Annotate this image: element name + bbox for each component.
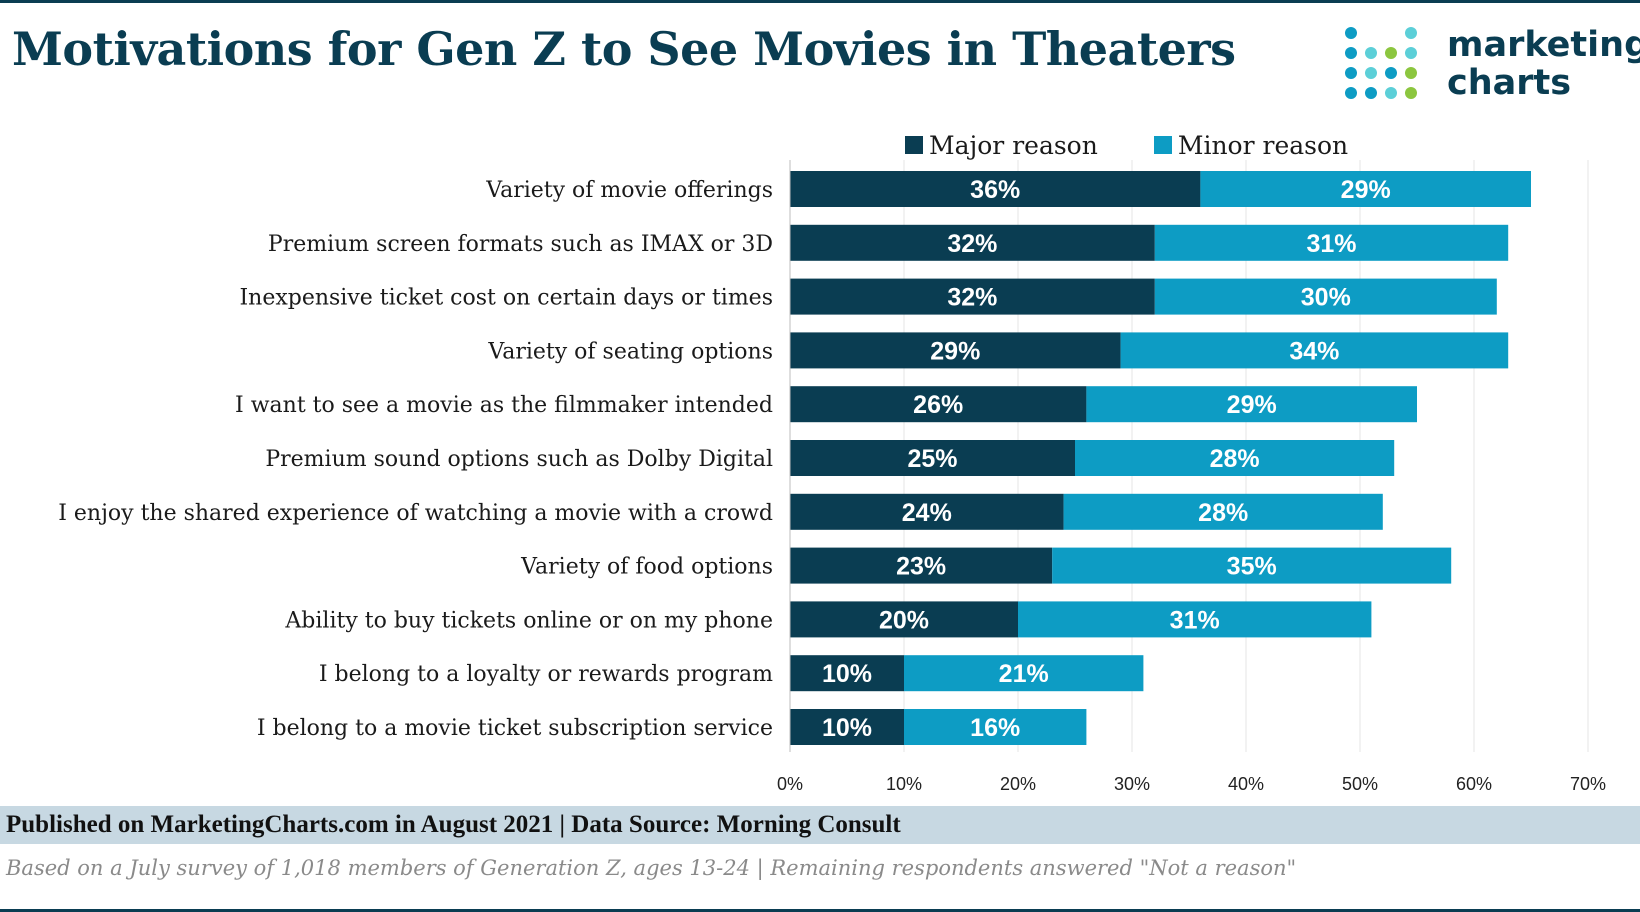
- data-label: 10%: [822, 714, 872, 742]
- data-label: 28%: [1198, 499, 1248, 527]
- bar-major: [790, 386, 1087, 423]
- bar-minor: [1052, 547, 1452, 584]
- data-label: 31%: [1306, 230, 1356, 258]
- data-label: 30%: [1301, 284, 1351, 312]
- bar-major: [790, 278, 1155, 315]
- bar-major: [790, 493, 1064, 530]
- category-label: Ability to buy tickets online or on my p…: [284, 608, 773, 633]
- x-tick-label: 70%: [1570, 774, 1606, 794]
- data-label: 32%: [947, 230, 997, 258]
- category-label: I want to see a movie as the filmmaker i…: [235, 393, 773, 418]
- chart-legend: Major reason Minor reason: [905, 127, 1404, 163]
- footer-note: Based on a July survey of 1,018 members …: [6, 856, 1297, 880]
- logo-line-1: marketing: [1447, 25, 1640, 65]
- category-label: I belong to a loyalty or rewards program: [319, 662, 773, 687]
- x-tick-label: 20%: [1000, 774, 1036, 794]
- bar-major: [790, 547, 1053, 584]
- legend-item-minor: Minor reason: [1153, 130, 1349, 160]
- data-label: 24%: [902, 499, 952, 527]
- logo-line-2: charts: [1447, 63, 1572, 103]
- data-label: 20%: [879, 606, 929, 634]
- bottom-rule: [0, 909, 1640, 912]
- data-label: 35%: [1227, 553, 1277, 581]
- bar-major: [790, 171, 1201, 207]
- stacked-bar-chart: 0% 10% 20% 30% 40% 50% 60% 70%Variety of movie …: [58, 160, 1606, 794]
- legend-label-major: Major reason: [929, 130, 1098, 160]
- bar-minor: [1154, 224, 1509, 261]
- legend-item-major: Major reason: [905, 131, 1098, 160]
- category-label: I enjoy the shared experience of watchin…: [58, 501, 773, 526]
- bar-minor: [1200, 171, 1531, 207]
- bar-minor: [1120, 332, 1509, 369]
- data-label: 10%: [822, 660, 872, 688]
- x-tick-label: 40%: [1228, 774, 1264, 794]
- category-label: Premium sound options such as Dolby Digi…: [265, 447, 773, 472]
- data-label: 32%: [947, 284, 997, 312]
- data-label: 16%: [970, 714, 1020, 742]
- bar-major: [790, 655, 904, 692]
- category-label: Inexpensive ticket cost on certain days …: [239, 286, 773, 311]
- bar-minor: [904, 709, 1087, 745]
- data-label: 21%: [999, 660, 1049, 688]
- bar-minor: [1154, 278, 1497, 315]
- data-label: 29%: [1227, 391, 1277, 419]
- data-label: 31%: [1170, 606, 1220, 634]
- category-label: Variety of seating options: [487, 339, 773, 364]
- bar-major: [790, 332, 1121, 369]
- data-label: 36%: [970, 176, 1020, 204]
- legend-swatch-minor: [1153, 136, 1172, 154]
- x-tick-label: 10%: [886, 774, 922, 794]
- bar-minor: [1075, 440, 1395, 476]
- logo-wordmark: marketing charts: [1447, 26, 1640, 102]
- bar-minor: [1086, 386, 1417, 423]
- bar-major: [790, 709, 904, 745]
- bar-minor: [1018, 601, 1372, 638]
- data-label: 25%: [907, 445, 957, 473]
- category-label: I belong to a movie ticket subscription …: [257, 716, 773, 741]
- category-label: Premium screen formats such as IMAX or 3…: [268, 232, 773, 257]
- footer-band: [0, 806, 1640, 844]
- category-label: Variety of food options: [520, 555, 773, 580]
- data-label: 29%: [1341, 176, 1391, 204]
- data-label: 26%: [913, 391, 963, 419]
- bar-minor: [1063, 493, 1383, 530]
- legend-swatch-major: [905, 136, 923, 154]
- data-label: 23%: [896, 553, 946, 581]
- top-rule: [0, 0, 1640, 3]
- legend-label-minor: Minor reason: [1177, 130, 1349, 160]
- category-label: Variety of movie offerings: [485, 178, 773, 203]
- marketingcharts-logo: marketing charts: [1335, 24, 1640, 104]
- data-label: 28%: [1210, 445, 1260, 473]
- footer-source: Published on MarketingCharts.com in Augu…: [6, 811, 901, 838]
- data-label: 29%: [930, 337, 980, 365]
- x-tick-label: 60%: [1456, 774, 1492, 794]
- bar-major: [790, 440, 1075, 476]
- bar-major: [790, 224, 1155, 261]
- x-tick-label: 30%: [1114, 774, 1150, 794]
- chart-title: Motivations for Gen Z to See Movies in T…: [12, 22, 1236, 76]
- data-label: 34%: [1289, 337, 1339, 365]
- x-tick-label: 0%: [777, 774, 803, 794]
- bar-minor: [904, 655, 1144, 692]
- dot-grid-logo-icon: [1345, 27, 1417, 99]
- bar-major: [790, 601, 1018, 638]
- x-tick-label: 50%: [1342, 774, 1378, 794]
